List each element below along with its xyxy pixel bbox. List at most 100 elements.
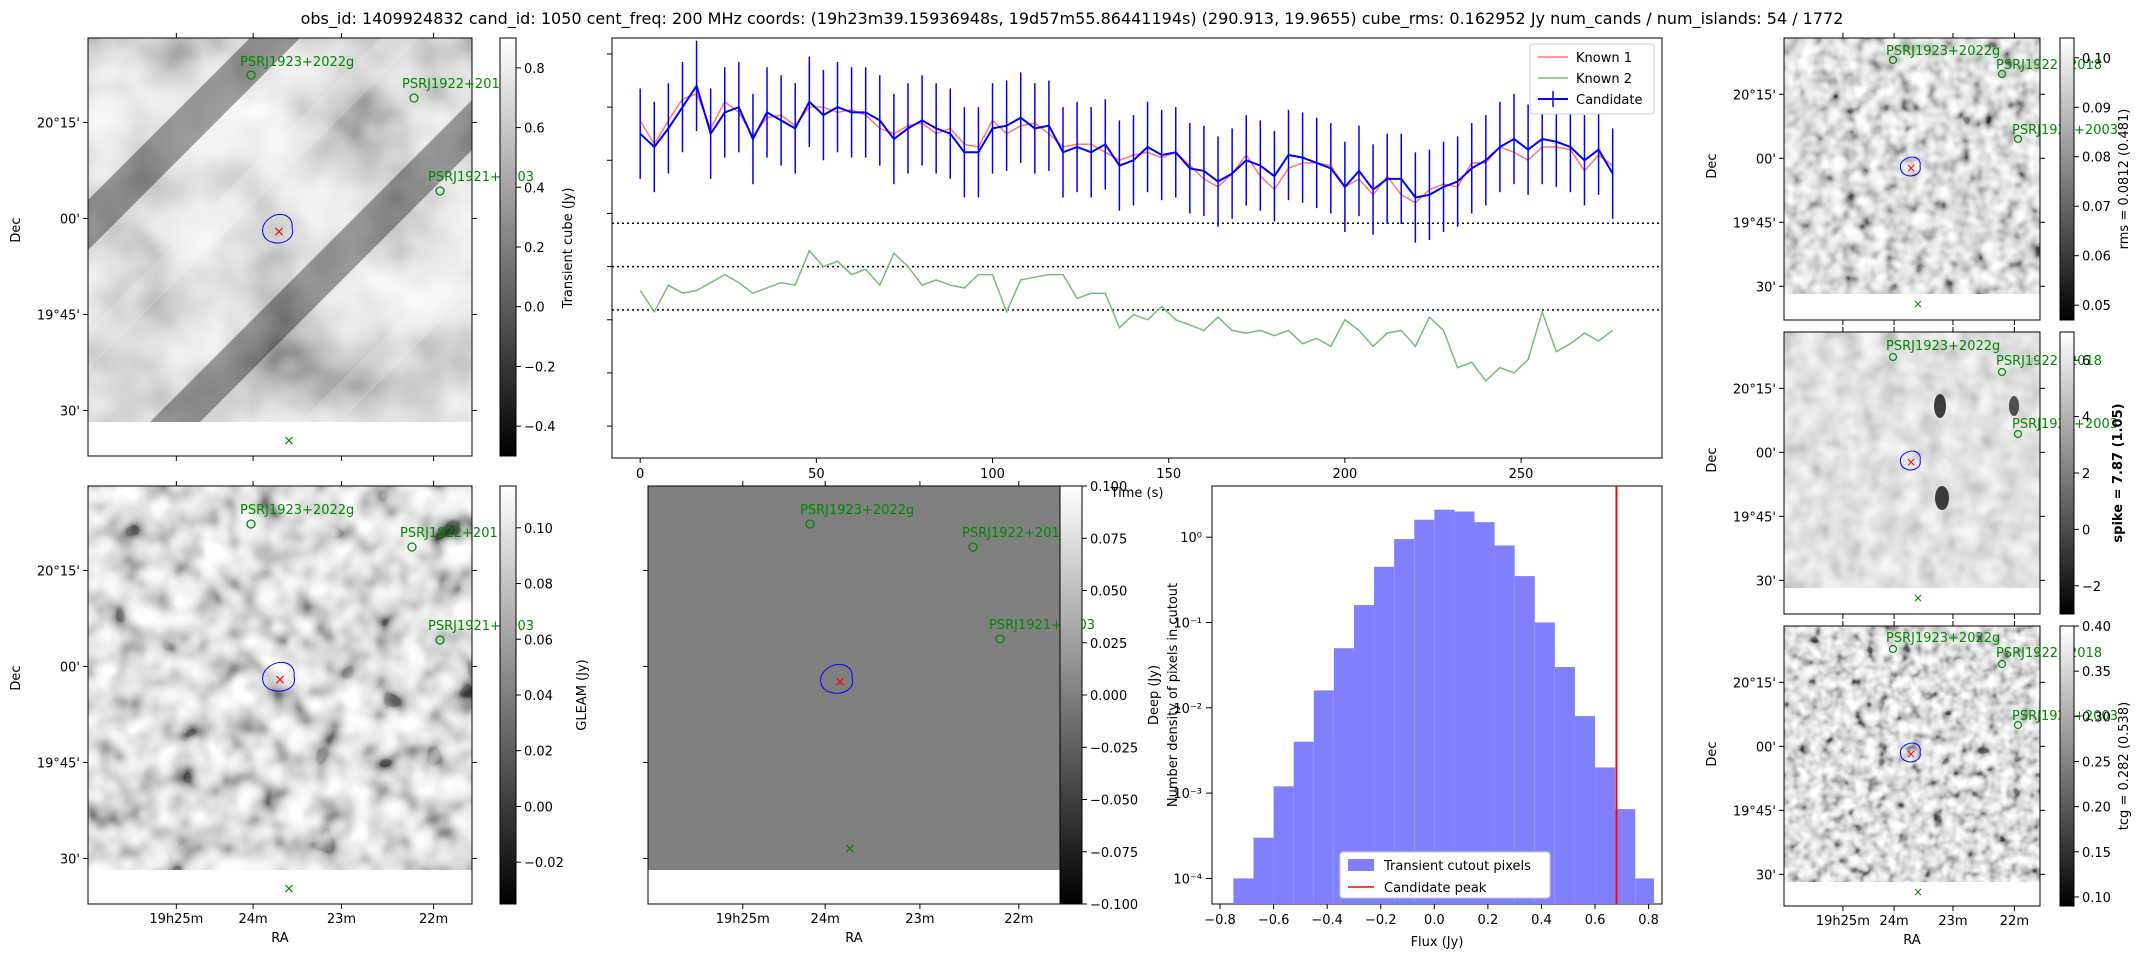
x-tick-label: 0	[636, 467, 644, 482]
offset-marker: ×	[844, 841, 856, 857]
colorbar-tick-label: 0.08	[2082, 151, 2111, 166]
dec-tick-label: 19°45'	[37, 308, 80, 323]
ra-tick-label: 19h25m	[1816, 914, 1870, 929]
ra-axis-label: RA	[1903, 933, 1921, 948]
colorbar-tick-label: 0.8	[524, 62, 545, 77]
dec-axis-label: Dec	[1705, 153, 1720, 178]
colorbar-label: tcg = 0.282 (0.538)	[2117, 702, 2132, 830]
source-marker	[805, 519, 815, 529]
histogram-bar	[1273, 786, 1294, 904]
x-tick-label: 0.8	[1638, 913, 1659, 928]
colorbar-gradient	[499, 37, 517, 457]
source-marker	[246, 70, 256, 80]
y-tick-label: 10⁻³	[1173, 787, 1202, 802]
histogram-xlabel: Flux (Jy)	[1411, 935, 1464, 950]
spike-image	[1784, 332, 2040, 588]
colorbar-tick-label: 2	[2082, 467, 2090, 482]
dec-tick-label: 19°45'	[1733, 216, 1776, 231]
colorbar-tick-label: −0.025	[1090, 741, 1138, 756]
offset-marker: ×	[1913, 591, 1923, 605]
source-label: PSRJ1923+2022g	[240, 503, 354, 518]
colorbar-gradient	[1059, 485, 1083, 905]
histogram-bar	[1554, 667, 1575, 904]
colorbar-gradient	[499, 485, 517, 905]
colorbar-tick-label: 0.075	[1090, 532, 1127, 547]
colorbar-tick-label: 0.6	[524, 122, 545, 137]
x-tick-label: −0.8	[1204, 913, 1236, 928]
colorbar-label: GLEAM (Jy)	[575, 659, 590, 730]
dec-tick-label: 20°15'	[1733, 88, 1776, 103]
x-tick-label: 0.2	[1478, 913, 1499, 928]
histogram-bar	[1474, 522, 1495, 904]
colorbar-tick-label: 0.4	[524, 181, 545, 196]
dec-tick-label: 30'	[60, 404, 80, 419]
gleam-image	[88, 486, 472, 870]
colorbar-tick-label: 0.07	[2082, 200, 2111, 215]
dec-axis-label: Dec	[9, 217, 24, 242]
tcg-cutout-panel: × × PSRJ1923+2022g PSRJ1922+2018 PSRJ192…	[1705, 620, 2132, 948]
x-tick-label: −0.4	[1311, 913, 1343, 928]
source-label: PSRJ1922+2018	[1996, 354, 2102, 369]
dec-tick-label: 19°45'	[1733, 510, 1776, 525]
source-marker	[409, 93, 419, 103]
source-marker	[246, 519, 256, 529]
source-label: PSRJ1922+201	[962, 526, 1060, 541]
colorbar-tick-label: 0.06	[524, 633, 553, 648]
colorbar-label: spike = 7.87 (1.05)	[2111, 403, 2126, 542]
rms-image	[1784, 38, 2040, 294]
transient-stripes	[88, 38, 472, 422]
source-label: PSRJ1921+2003	[428, 170, 534, 185]
spike-axes: 20°15' 00' 19°45' 30' Dec	[1705, 327, 2045, 619]
dec-tick-label: 20°15'	[1733, 676, 1776, 691]
tcg-colorbar: 0.40 0.35 0.30 0.25 0.20 0.15 0.10 tcg = 0.282 …	[2059, 620, 2132, 907]
ra-tick-label: 19h25m	[716, 912, 770, 927]
colorbar-tick-label: 0	[2082, 523, 2090, 538]
y-tick-label: 10⁻²	[1173, 702, 1202, 717]
x-tick-label: 250	[1509, 467, 1534, 482]
y-tick-label: 10⁰	[1180, 531, 1202, 546]
x-tick-label: 50	[808, 467, 825, 482]
colorbar-tick-label: 0.000	[1090, 689, 1127, 704]
colorbar-tick-label: 0.25	[2082, 755, 2111, 770]
candidate-marker: ×	[1906, 747, 1916, 761]
figure-title: obs_id: 1409924832 cand_id: 1050 cent_fr…	[301, 9, 1844, 29]
histogram-bar	[1414, 519, 1435, 904]
histogram-bar	[1333, 648, 1354, 904]
x-tick-label: 150	[1156, 467, 1181, 482]
dec-tick-label: 00'	[1756, 446, 1776, 461]
ra-tick-label: 22m	[1004, 912, 1033, 927]
transient-colorbar: 0.8 0.6 0.4 0.2 0.0 −0.2 −0.4	[499, 37, 556, 457]
transient-cutout-panel: × × PSRJ1923+2022g PSRJ1922+201 PSRJ1921…	[9, 33, 556, 461]
colorbar-tick-label: −0.2	[524, 360, 556, 375]
x-tick-label: 0.0	[1424, 913, 1445, 928]
spike-cutout-panel: × × PSRJ1923+2022g PSRJ1922+2018 PSRJ192…	[1705, 327, 2126, 619]
x-tick-label: 200	[1332, 467, 1357, 482]
colorbar-tick-label: 0.15	[2082, 846, 2111, 861]
ra-tick-label: 24m	[811, 912, 840, 927]
dec-tick-label: 20°15'	[1733, 382, 1776, 397]
ra-tick-label: 22m	[2000, 914, 2029, 929]
dec-tick-label: 19°45'	[37, 756, 80, 771]
colorbar-tick-label: 0.10	[524, 522, 553, 537]
series-known-2	[639, 249, 1614, 383]
candidate-marker: ×	[1906, 161, 1916, 175]
series-candidate	[639, 83, 1614, 199]
ra-tick-label: 24m	[1879, 914, 1908, 929]
spike-colorbar: 6 4 2 0 −2 spike = 7.87 (1.05)	[2059, 331, 2126, 615]
gleam-colorbar: 0.10 0.08 0.06 0.04 0.02 0.00 −0.02 GLEAM (Jy)	[499, 485, 590, 905]
x-tick-label: −0.2	[1365, 913, 1397, 928]
candidate-marker: ×	[274, 672, 286, 688]
colorbar-tick-label: −2	[2082, 580, 2101, 595]
rms-cutout-panel: × × PSRJ1923+2022g PSRJ1922+2018 PSRJ192…	[1705, 33, 2132, 325]
colorbar-label: rms = 0.0812 (0.481)	[2117, 109, 2132, 250]
colorbar-tick-label: 0.10	[2082, 891, 2111, 906]
colorbar-tick-label: 4	[2082, 411, 2090, 426]
colorbar-tick-label: 6	[2082, 354, 2090, 369]
dec-tick-label: 20°15'	[37, 116, 80, 131]
colorbar-tick-label: 0.20	[2082, 801, 2111, 816]
rms-axes: 20°15' 00' 19°45' 30' Dec	[1705, 33, 2045, 325]
histogram-bar	[1615, 809, 1636, 904]
colorbar-tick-label: −0.050	[1090, 794, 1138, 809]
dec-tick-label: 00'	[60, 212, 80, 227]
histogram-bar	[1514, 576, 1535, 904]
